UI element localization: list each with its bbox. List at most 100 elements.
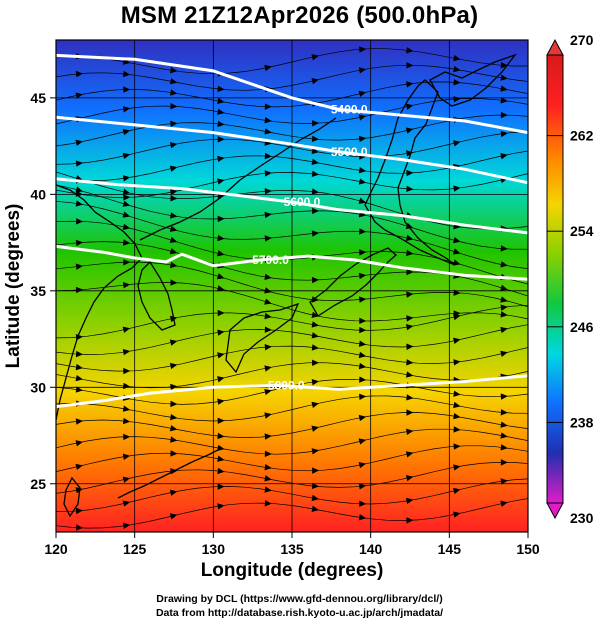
streamline-arrow	[311, 332, 320, 339]
colorbar-max-arrow	[546, 38, 564, 56]
coastline-manchuria	[139, 117, 337, 241]
streamline-arrow	[217, 155, 225, 163]
streamline-arrow	[406, 291, 414, 298]
streamline-arrow	[405, 234, 414, 242]
streamline-arrow	[169, 362, 178, 370]
streamline-arrow	[123, 194, 131, 201]
streamline-arrow	[264, 188, 272, 195]
credits-line-drawing: Drawing by DCL (https://www.gfd-dennou.o…	[156, 593, 443, 605]
streamline-arrow	[500, 311, 508, 318]
colorbar-tick-label: 262	[570, 128, 594, 144]
streamline-arrow	[75, 334, 84, 341]
streamline-arrow	[359, 326, 367, 334]
streamline-arrow	[453, 140, 461, 147]
credits-line-data: Data from http://database.rish.kyoto-u.a…	[155, 607, 444, 619]
streamline-arrow	[453, 426, 461, 433]
y-axis: 25 30 35 40 45	[30, 90, 56, 492]
streamline-arrow	[406, 185, 414, 192]
plot-area: 5400.0 5500.0 5600.0 5700.0 5800.0	[55, 39, 529, 533]
streamline-arrow	[264, 128, 272, 135]
coastline-ryukyu	[117, 447, 223, 499]
streamline-arrow	[217, 483, 225, 490]
streamline-arrow	[75, 139, 84, 146]
x-axis: 120 125 130 135 140 145 150	[44, 532, 540, 557]
streamline-arrow	[170, 400, 178, 408]
y-tick-label: 40	[30, 186, 46, 202]
streamline-arrow	[264, 450, 272, 457]
streamline-arrow	[217, 309, 225, 317]
streamline-arrow	[453, 487, 461, 495]
streamline-arrow	[453, 236, 461, 244]
streamline-arrow	[359, 228, 367, 235]
streamline-arrow	[406, 371, 414, 378]
contour-line	[56, 244, 528, 281]
streamline-arrow	[311, 482, 320, 490]
streamline-arrow	[500, 130, 508, 138]
streamline-arrow	[122, 200, 131, 207]
streamline-arrow	[122, 382, 131, 390]
streamline-arrow	[453, 310, 461, 317]
colorbar-ticks: 270 262 254 246 238 230	[547, 32, 594, 526]
streamline-arrow	[264, 273, 272, 281]
streamline-arrow	[123, 433, 131, 441]
streamline-arrow	[358, 272, 367, 280]
streamline-arrow	[75, 263, 84, 270]
coastline-korea	[137, 260, 176, 331]
streamline-arrow	[311, 401, 320, 408]
streamline-arrow	[75, 350, 84, 358]
streamline-arrow	[169, 248, 178, 255]
streamline-arrow	[122, 70, 131, 78]
streamline-arrow	[264, 343, 272, 351]
streamline-arrow	[264, 464, 272, 471]
streamline-arrow	[500, 304, 508, 311]
streamline-arrow	[358, 514, 367, 521]
y-tick-label: 25	[30, 476, 46, 492]
streamline-arrow	[217, 108, 225, 115]
streamline-arrow	[311, 494, 320, 502]
streamline-arrow	[217, 329, 225, 336]
streamline-arrow	[76, 218, 84, 225]
coastline-honshu-south	[309, 247, 397, 317]
streamline-arrow	[358, 178, 367, 185]
streamline-arrow	[217, 352, 225, 359]
x-tick-label: 135	[280, 541, 304, 557]
streamline-arrow	[217, 467, 225, 475]
streamline-arrow	[264, 326, 272, 333]
streamline-arrow	[453, 65, 461, 73]
streamline-arrow	[217, 178, 225, 185]
streamline-arrow	[311, 505, 320, 512]
streamline-arrow	[358, 483, 367, 490]
streamline-arrow	[405, 451, 414, 458]
streamline-arrow	[358, 461, 367, 469]
contour-label: 5500.0	[331, 145, 368, 159]
streamline-arrow	[453, 511, 461, 518]
chart-title: MSM 21Z12Apr2026 (500.0hPa)	[120, 2, 479, 29]
streamline-arrow	[453, 54, 461, 62]
streamline-arrow	[264, 117, 272, 124]
streamline-arrow	[122, 106, 131, 113]
streamline-arrow	[122, 223, 131, 230]
contour-label: 5800.0	[268, 378, 305, 392]
contour-line	[56, 53, 528, 135]
streamline-arrow	[122, 211, 131, 218]
streamline-arrow	[217, 398, 225, 405]
streamline-arrow	[358, 414, 367, 422]
streamline-arrow	[406, 169, 414, 177]
streamline-arrow	[122, 188, 131, 195]
y-tick-label: 35	[30, 283, 46, 299]
streamline-arrow	[311, 147, 320, 155]
streamline-arrow	[311, 170, 320, 178]
contour-label: 5600.0	[284, 195, 321, 209]
streamline-arrow	[169, 489, 178, 496]
streamline-arrow	[75, 239, 84, 247]
contour-line	[56, 115, 528, 185]
streamline-arrow	[122, 453, 131, 460]
streamline-arrow	[311, 311, 320, 318]
wind-streamlines	[56, 46, 528, 531]
streamline-arrow	[406, 394, 414, 401]
streamline-arrow	[500, 326, 508, 334]
streamline-arrow	[359, 500, 367, 507]
streamline-arrow	[453, 289, 461, 296]
streamline-arrow	[311, 230, 320, 237]
